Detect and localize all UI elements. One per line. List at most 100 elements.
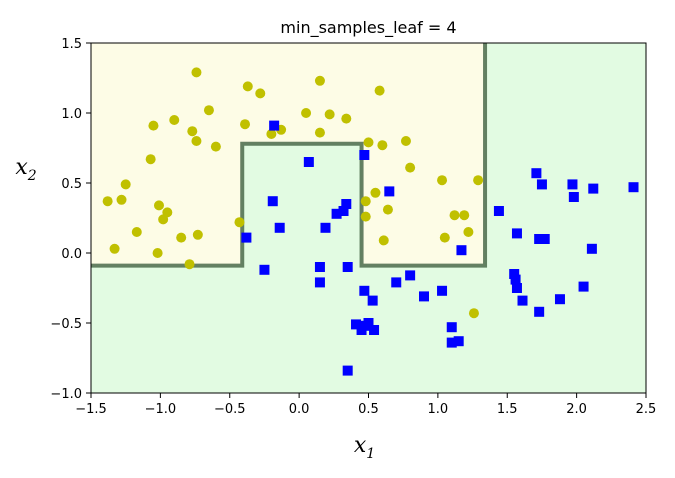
class-0-point [449, 210, 460, 221]
class-0-point [131, 227, 142, 237]
class-0-point [148, 120, 159, 131]
class-0-point [301, 108, 312, 118]
class-1-point [314, 262, 325, 272]
class-1-point [511, 228, 522, 239]
class-1-point [359, 285, 370, 296]
x-tick-label: −1.0 [145, 402, 177, 417]
x-tick-label: −0.5 [214, 402, 246, 417]
class-1-point [320, 222, 331, 233]
class-1-point [303, 157, 314, 167]
class-0-point [405, 162, 416, 173]
boundary-line [91, 43, 488, 268]
class-1-point [534, 306, 545, 317]
class-1-point [493, 206, 504, 216]
class-1-point [536, 179, 547, 190]
class-1-point [267, 196, 278, 207]
class-0-point [169, 115, 180, 125]
class-1-point [331, 208, 342, 219]
class-0-point [324, 109, 335, 120]
y-tick-label: 1.0 [61, 107, 82, 122]
class-0-point [360, 196, 371, 207]
class-1-point [359, 150, 370, 160]
class-1-point [511, 283, 522, 293]
class-0-point [116, 194, 127, 205]
class-1-point [391, 277, 402, 288]
class-1-point [517, 295, 528, 306]
class-1-point [367, 295, 378, 306]
class-0-point [255, 88, 266, 99]
y-tick-label: 0.0 [61, 247, 82, 262]
class-0-point [439, 232, 450, 243]
class-0-point [468, 308, 479, 319]
class-0-point [203, 105, 214, 116]
class-1-point [351, 319, 362, 330]
class-0-point [191, 136, 202, 146]
class-0-point [240, 119, 251, 130]
class-0-point [152, 248, 163, 258]
class-0-point [153, 200, 164, 211]
y-tick-label: −1.0 [50, 387, 82, 402]
class-0-point [400, 136, 411, 146]
class-1-point [567, 179, 578, 190]
class-0-point [459, 210, 470, 221]
class-1-point [314, 277, 325, 288]
class-1-point [628, 182, 639, 193]
class-0-point [370, 187, 381, 198]
class-0-point [314, 127, 325, 138]
chart-title: min_samples_leaf = 4 [280, 18, 456, 38]
class-1-point [342, 365, 353, 376]
class-1-point [446, 337, 457, 348]
class-1-point [554, 294, 565, 305]
class-0-point [242, 81, 253, 92]
class-1-point [588, 183, 599, 194]
y-axis-label: x2 [15, 155, 36, 184]
y-tick-label: 0.5 [61, 177, 82, 192]
class-1-point [342, 262, 353, 272]
class-1-point [384, 186, 395, 197]
class-1-point [510, 274, 521, 285]
class-0-point [187, 126, 198, 137]
class-1-point [437, 285, 448, 296]
data-points [102, 67, 639, 376]
class-0-point [378, 235, 389, 246]
x-tick-label: 1.5 [497, 402, 518, 417]
x-tick-label: 0.5 [358, 402, 379, 417]
class-1-point [446, 322, 457, 333]
class-0-point [382, 204, 393, 215]
axis-ticks: −1.5 −1.0 −0.5 0.0 0.5 1.0 1.5 2.0 2.5−1.0−0.50.… [50, 37, 656, 417]
class-1-point [269, 120, 280, 131]
class-1-point [453, 336, 464, 347]
decision-boundary [91, 43, 488, 268]
class-0-point [266, 129, 277, 139]
class-1-point [341, 199, 352, 209]
class-0-point [162, 207, 173, 218]
class-0-point [191, 67, 202, 78]
class-1-point [363, 318, 374, 328]
class-1-point [274, 222, 285, 233]
y-tick-label: 1.5 [61, 37, 82, 52]
class-0-point [102, 196, 113, 207]
class-0-point [176, 232, 187, 243]
class-1-point [338, 206, 349, 216]
class-1-point [405, 270, 416, 281]
class-0-point [463, 227, 474, 237]
class-0-point [210, 141, 221, 152]
class-1-point [586, 243, 597, 254]
class-0-point [120, 179, 131, 190]
class-0-point [473, 175, 484, 186]
class-0-point [374, 85, 385, 96]
y-tick-label: −0.5 [50, 317, 82, 332]
class-0-point [363, 137, 374, 148]
class-1-point [531, 168, 542, 179]
class-0-point [377, 140, 388, 151]
x-tick-label: 2.0 [566, 402, 587, 417]
class-0-point [341, 113, 352, 124]
class-1-point [568, 192, 579, 202]
class-1-point [241, 232, 252, 243]
class-1-point [259, 264, 270, 275]
class-1-point [578, 281, 589, 292]
class-1-point [509, 269, 520, 279]
class-1-point [369, 325, 380, 335]
x-tick-label: 0.0 [289, 402, 310, 417]
